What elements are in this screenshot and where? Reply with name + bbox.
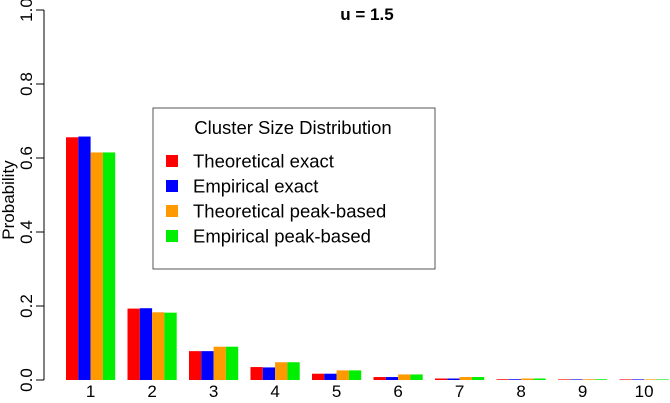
bar <box>558 379 571 380</box>
bar <box>459 377 472 380</box>
bar <box>287 362 300 380</box>
bar <box>225 346 239 380</box>
legend-label: Theoretical peak-based <box>193 201 386 222</box>
legend-swatch <box>166 230 178 242</box>
legend-label: Empirical peak-based <box>193 226 371 247</box>
bar <box>410 374 423 380</box>
bar <box>373 377 386 380</box>
x-tick-label: 1 <box>86 382 95 401</box>
bar <box>631 379 645 380</box>
x-tick-label: 9 <box>578 382 587 401</box>
x-tick-label: 10 <box>635 382 654 401</box>
bar <box>435 378 448 380</box>
legend-swatch <box>166 155 178 167</box>
x-tick-label: 2 <box>147 382 156 401</box>
x-tick-label: 8 <box>516 382 525 401</box>
bar <box>570 379 583 380</box>
x-tick-label: 6 <box>393 382 402 401</box>
bar <box>471 377 485 380</box>
legend-swatch <box>166 205 178 217</box>
y-tick-label: 0.8 <box>17 72 36 96</box>
bar <box>594 379 608 380</box>
bar <box>275 362 288 380</box>
bar <box>324 373 337 380</box>
bar <box>262 367 276 380</box>
legend-box <box>152 107 436 270</box>
x-tick-label: 4 <box>270 382 279 401</box>
y-axis-label: Probability <box>0 160 18 240</box>
bar <box>385 377 399 380</box>
x-tick-label: 5 <box>332 382 341 401</box>
bar <box>619 379 632 380</box>
bar <box>312 373 325 380</box>
bar <box>656 379 669 380</box>
legend: Cluster Size Distribution Theoretical ex… <box>152 107 436 270</box>
y-axis: 0.0 0.2 0.4 0.6 0.8 1.0 <box>17 0 45 392</box>
bar <box>582 379 595 380</box>
bar <box>336 370 349 380</box>
y-tick-label: 0.2 <box>17 294 36 318</box>
x-tick-label: 3 <box>209 382 218 401</box>
legend-title: Cluster Size Distribution <box>194 117 391 138</box>
legend-label: Empirical exact <box>193 176 318 197</box>
bar <box>398 374 411 380</box>
x-tick-label: 7 <box>455 382 464 401</box>
bar <box>90 152 103 380</box>
bar <box>348 370 362 380</box>
bar <box>78 136 91 380</box>
bar <box>447 378 460 380</box>
bar <box>66 137 79 380</box>
legend-items: Theoretical exact Empirical exact Theoreti… <box>166 151 386 247</box>
y-tick-label: 0.6 <box>17 146 36 170</box>
bar <box>139 308 153 380</box>
bar <box>152 312 165 380</box>
bar <box>102 152 116 380</box>
chart-title: u = 1.5 <box>340 5 393 24</box>
y-tick-label: 0.4 <box>17 220 36 244</box>
bar <box>644 379 657 380</box>
y-tick-label: 0.0 <box>17 368 36 392</box>
bar <box>189 351 202 380</box>
legend-swatch <box>166 180 178 192</box>
bar <box>496 379 509 380</box>
bar <box>521 378 534 380</box>
x-tick-labels: 1 2 3 4 5 6 7 8 9 10 <box>86 382 654 401</box>
bars-group <box>66 136 669 380</box>
bar <box>127 308 140 380</box>
bar <box>508 379 522 380</box>
bar <box>250 367 263 380</box>
legend-label: Theoretical exact <box>193 151 334 172</box>
bar <box>201 351 214 380</box>
bar <box>164 312 177 380</box>
bar <box>213 346 226 380</box>
y-tick-label: 1.0 <box>17 0 36 22</box>
bar <box>533 378 546 380</box>
